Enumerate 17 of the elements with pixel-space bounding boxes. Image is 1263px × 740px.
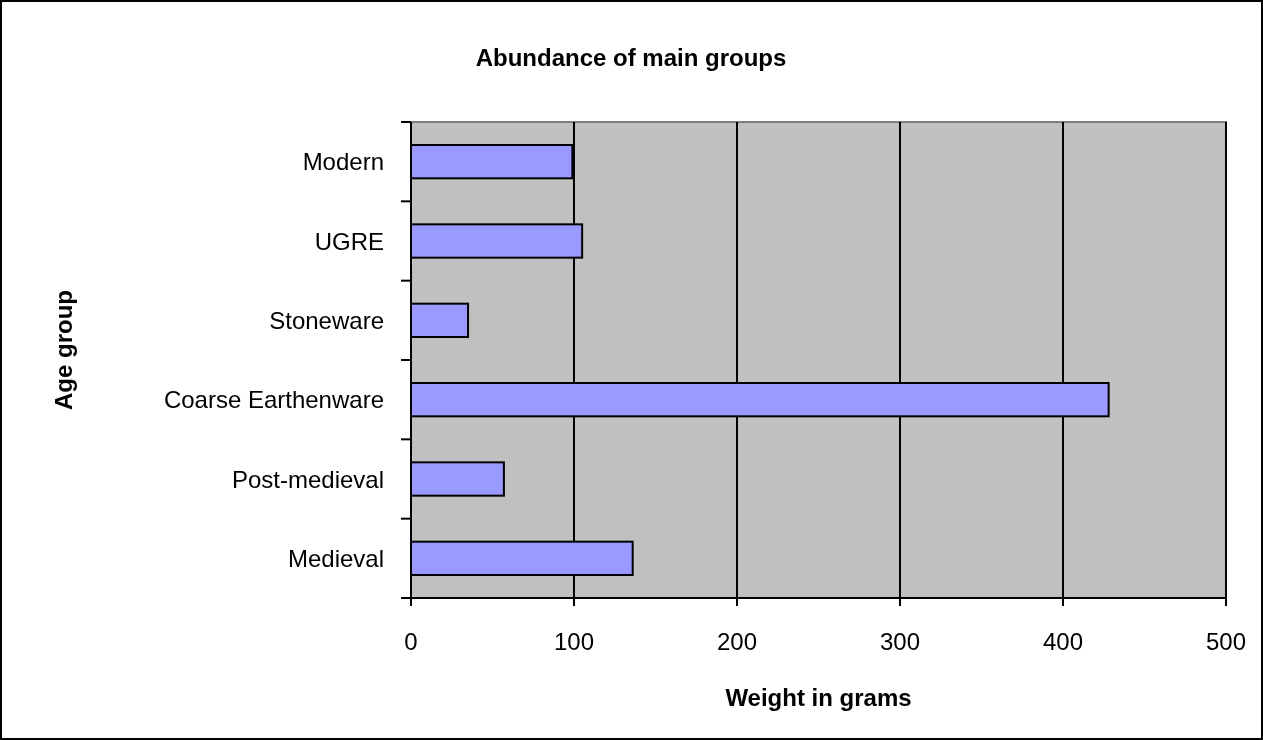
x-tick-label: 400 <box>1042 628 1084 655</box>
bar <box>410 302 470 338</box>
y-axis-title: Age group <box>50 290 77 410</box>
bar <box>410 461 505 497</box>
x-tick-label: 300 <box>879 628 921 655</box>
y-tick-label: UGRE <box>314 227 384 255</box>
x-tick-label: 500 <box>1205 628 1247 655</box>
y-tick-label: Post-medieval <box>231 465 384 493</box>
y-tick-label: Modern <box>302 148 384 176</box>
chart-title: Abundance of main groups <box>475 44 787 71</box>
y-tick-label: Stoneware <box>269 306 384 334</box>
x-tick-label: 0 <box>404 628 418 655</box>
x-tick-label: 100 <box>553 628 595 655</box>
x-axis-title: Weight in grams <box>725 684 912 711</box>
y-tick-label: Medieval <box>287 544 384 572</box>
x-tick-label: 200 <box>716 628 758 655</box>
y-tick-label: Coarse Earthenware <box>163 386 384 414</box>
